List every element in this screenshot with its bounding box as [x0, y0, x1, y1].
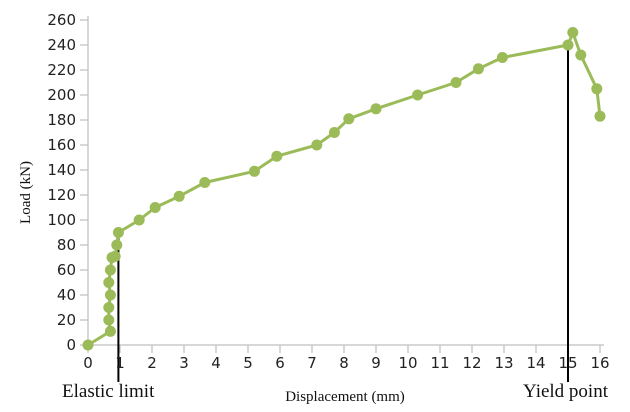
data-point: [591, 83, 603, 95]
data-point: [199, 177, 211, 188]
x-tick-label: 0: [83, 354, 93, 372]
data-point: [412, 89, 424, 101]
data-point: [248, 165, 260, 177]
data-point: [562, 39, 574, 51]
y-tick-label: 40: [57, 286, 76, 304]
data-point: [173, 190, 185, 202]
x-tick-label: 8: [339, 354, 349, 372]
annotation-line-layer: [117, 45, 569, 382]
y-tick-label: 220: [47, 61, 76, 79]
axes-layer: [80, 16, 604, 353]
x-tick-label: 3: [179, 354, 189, 372]
y-tick-label: 100: [47, 211, 76, 229]
data-point: [103, 277, 115, 288]
y-axis-title: Load (kN): [18, 161, 34, 224]
x-tick-label: 9: [371, 354, 381, 372]
x-axis-title: Displacement (mm): [285, 389, 405, 405]
x-tick-label: 2: [147, 354, 157, 372]
data-point: [328, 127, 340, 138]
x-tick-label: 6: [275, 354, 285, 372]
data-point: [104, 264, 116, 276]
data-point: [567, 27, 579, 38]
x-tick-label: 13: [494, 354, 513, 372]
y-tick-label: 20: [57, 311, 76, 329]
data-point: [103, 302, 115, 313]
data-point: [472, 63, 484, 75]
data-point: [149, 202, 161, 213]
x-tick-label: 4: [211, 354, 221, 372]
data-point: [109, 250, 121, 262]
series-layer: [82, 27, 606, 351]
data-point: [112, 227, 124, 238]
data-point: [450, 77, 462, 88]
data-point: [271, 150, 283, 162]
x-tick-label: 12: [462, 354, 481, 372]
x-tick-label: 14: [526, 354, 545, 372]
y-tick-label: 120: [47, 186, 76, 204]
x-tick-label: 1: [115, 354, 125, 372]
y-tick-label: 140: [47, 161, 76, 179]
y-tick-label: 80: [57, 236, 76, 254]
x-tick-label: 5: [243, 354, 253, 372]
yield-point-label: Yield point: [523, 381, 609, 402]
data-point: [575, 49, 587, 61]
x-tick-label: 15: [558, 354, 577, 372]
data-point: [370, 103, 382, 115]
data-point: [133, 214, 145, 226]
data-point: [111, 239, 123, 251]
data-point: [343, 113, 355, 125]
data-point: [311, 139, 323, 151]
data-point: [104, 325, 116, 337]
data-point: [82, 339, 94, 351]
y-tick-label: 200: [47, 86, 76, 104]
y-tick-label: 60: [57, 261, 76, 279]
data-point: [103, 314, 115, 326]
data-point: [496, 52, 508, 63]
x-tick-label: 11: [430, 354, 449, 372]
y-tick-label: 160: [47, 136, 76, 154]
data-point: [594, 110, 606, 122]
x-tick-label: 7: [307, 354, 317, 372]
x-tick-label: 16: [590, 354, 609, 372]
data-point: [104, 289, 116, 301]
elastic-limit-label: Elastic limit: [62, 381, 155, 402]
y-tick-label: 240: [47, 36, 76, 54]
y-tick-label: 180: [47, 111, 76, 129]
series-line: [87, 31, 602, 347]
y-tick-label: 0: [66, 336, 76, 354]
y-tick-label: 260: [47, 11, 76, 29]
x-tick-label: 10: [398, 354, 417, 372]
